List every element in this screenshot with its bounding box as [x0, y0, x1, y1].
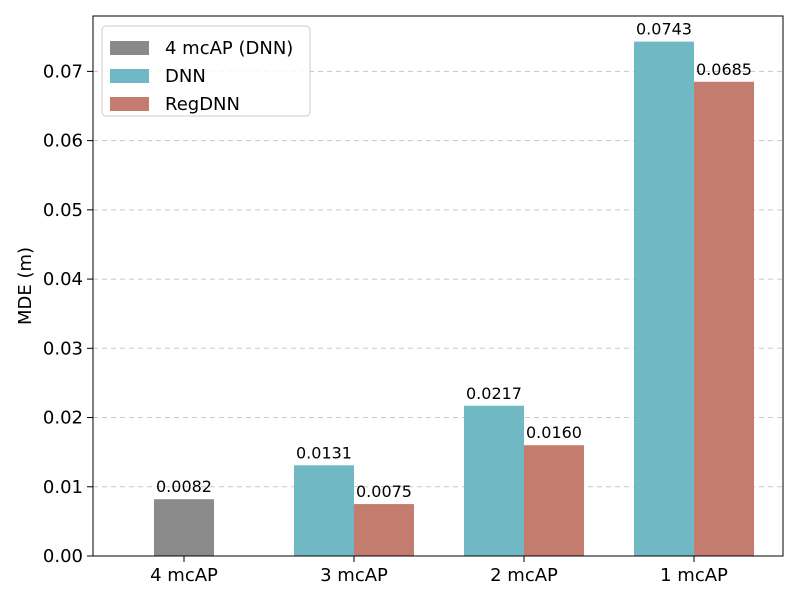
x-tick-label: 4 mcAP — [150, 565, 218, 586]
bar-value-label: 0.0217 — [466, 384, 522, 403]
bar-regdnn-2-mcap — [524, 445, 584, 556]
legend-swatch — [110, 41, 149, 55]
x-tick-label: 1 mcAP — [660, 565, 728, 586]
y-tick-label: 0.00 — [43, 546, 83, 567]
y-tick-label: 0.04 — [43, 269, 83, 290]
y-axis-label: MDE (m) — [15, 247, 36, 325]
axes: 0.00 0.01 0.02 0.03 0.04 0.05 0.06 0.07 4 mcAP 3 … — [43, 15, 784, 586]
bar-value-label: 0.0743 — [636, 20, 692, 39]
bar-value-label: 0.0685 — [696, 60, 752, 79]
legend-swatch — [110, 97, 149, 111]
bar-value-labels: 0.0082 0.0131 0.0075 0.0217 0.0160 0.0743 0.06… — [156, 20, 752, 501]
y-tick-label: 0.05 — [43, 200, 83, 221]
plot-frame — [92, 15, 784, 557]
bar-4-mcap-dnn--4-mcap — [154, 499, 214, 556]
legend-swatch — [110, 69, 149, 83]
bar-regdnn-3-mcap — [354, 504, 414, 556]
bar-dnn-3-mcap — [294, 465, 354, 556]
y-tick-label: 0.02 — [43, 408, 83, 429]
legend-entry-label: 4 mcAP (DNN) — [165, 38, 293, 59]
bar-value-label: 0.0131 — [296, 443, 352, 462]
bar-value-label: 0.0160 — [526, 423, 582, 442]
bar-value-label: 0.0082 — [156, 477, 212, 496]
grid-lines — [93, 70, 783, 488]
x-tick-label: 2 mcAP — [490, 565, 558, 586]
bar-dnn-2-mcap — [464, 405, 524, 556]
y-tick-label: 0.07 — [43, 61, 83, 82]
bar-dnn-1-mcap — [634, 41, 694, 557]
bar-value-label: 0.0075 — [356, 482, 412, 501]
y-tick-label: 0.06 — [43, 131, 83, 152]
legend: 4 mcAP (DNN) DNN RegDNN — [101, 25, 311, 117]
legend-entry-label: RegDNN — [165, 94, 240, 115]
bars — [154, 41, 754, 557]
x-tick-label: 3 mcAP — [320, 565, 388, 586]
legend-box — [101, 25, 311, 117]
bar-regdnn-1-mcap — [694, 81, 754, 557]
y-tick-label: 0.03 — [43, 338, 83, 359]
y-tick-label: 0.01 — [43, 477, 83, 498]
legend-entry-label: DNN — [165, 66, 206, 87]
